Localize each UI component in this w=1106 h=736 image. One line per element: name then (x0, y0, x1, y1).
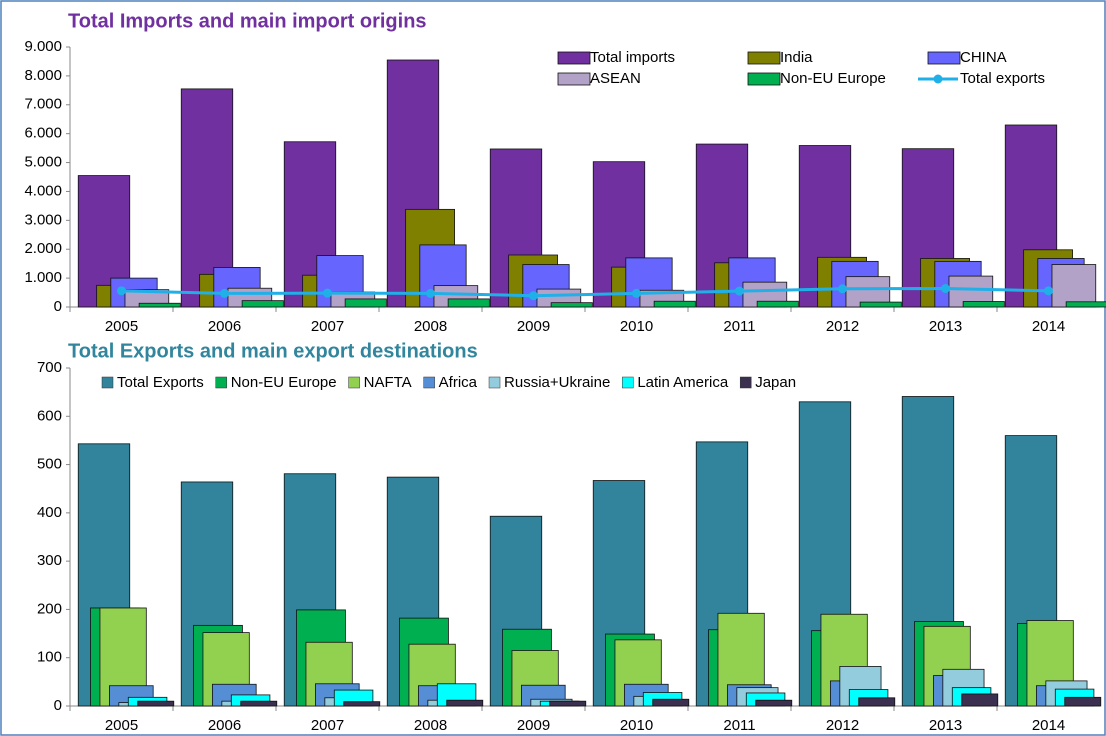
marker (220, 288, 229, 298)
x-tick-label: 2009 (517, 717, 550, 734)
x-tick-label: 2014 (1032, 318, 1065, 335)
bar (858, 697, 896, 707)
y-tick-label: 300 (37, 552, 62, 569)
chart-title: Total Exports and main export destinatio… (68, 340, 478, 362)
x-tick-label: 2010 (620, 717, 653, 734)
bar (241, 300, 284, 308)
y-tick-label: 200 (37, 600, 62, 617)
legend-swatch (739, 376, 752, 389)
x-tick-label: 2009 (517, 318, 550, 335)
bar (446, 699, 484, 707)
bar (550, 302, 593, 308)
bar (1051, 264, 1097, 308)
line (121, 287, 1049, 298)
marker (838, 284, 847, 294)
legend-label: Total imports (590, 49, 675, 66)
x-tick-label: 2005 (105, 318, 138, 335)
legend-label: Russia+Ukraine (504, 374, 610, 391)
bar (962, 301, 1005, 308)
bar (1064, 696, 1102, 707)
x-tick-label: 2007 (311, 318, 344, 335)
legend-swatch (927, 51, 961, 65)
x-tick-label: 2012 (826, 318, 859, 335)
y-tick-label: 0 (54, 298, 62, 315)
x-tick-label: 2011 (723, 717, 755, 734)
bar (138, 302, 181, 308)
legend-label: Total Exports (117, 374, 204, 391)
legend-swatch (348, 376, 360, 389)
x-tick-label: 2010 (620, 318, 653, 335)
marker (1044, 286, 1053, 296)
legend-swatch (215, 376, 227, 389)
marker (735, 286, 744, 296)
y-tick-label: 100 (37, 649, 62, 666)
y-tick-label: 0 (54, 697, 62, 714)
legend-label: Japan (755, 374, 796, 391)
bar (756, 300, 799, 308)
x-tick-label: 2006 (208, 318, 241, 335)
legend-swatch (488, 376, 501, 389)
y-tick-label: 2.000 (24, 240, 62, 257)
bar (859, 301, 902, 308)
legend-label: Latin America (637, 374, 729, 391)
marker (426, 288, 435, 298)
marker (941, 284, 950, 294)
legend-label: India (780, 49, 813, 66)
legend-swatch (101, 376, 114, 389)
y-tick-label: 500 (37, 456, 62, 473)
legend-swatch (423, 376, 435, 389)
marker (117, 286, 126, 296)
bar (755, 699, 793, 707)
bar (1065, 301, 1106, 308)
y-tick-label: 9.000 (24, 38, 62, 55)
y-tick-label: 5.000 (24, 154, 62, 171)
legend-label: ASEAN (590, 70, 641, 87)
legend-label: Non-EU Europe (780, 70, 886, 87)
legend-label: Non-EU Europe (231, 374, 337, 391)
y-tick-label: 700 (37, 359, 62, 376)
bar (137, 700, 175, 707)
y-tick-label: 400 (37, 504, 62, 521)
legend-swatch (747, 51, 781, 65)
legend-label: CHINA (960, 49, 1007, 66)
marker (323, 288, 332, 298)
legend-swatch (622, 376, 634, 389)
bar (344, 298, 387, 308)
bar (652, 698, 690, 707)
bar (447, 298, 490, 308)
bar (549, 700, 587, 707)
legend-label: NAFTA (364, 374, 412, 391)
legend-swatch (747, 72, 781, 86)
x-tick-label: 2005 (105, 717, 138, 734)
x-tick-label: 2011 (723, 318, 755, 335)
marker (632, 288, 641, 298)
x-tick-label: 2007 (311, 717, 344, 734)
bar (961, 693, 999, 707)
x-tick-label: 2013 (929, 318, 962, 335)
y-tick-label: 8.000 (24, 67, 62, 84)
y-tick-label: 4.000 (24, 182, 62, 199)
y-tick-label: 1.000 (24, 269, 62, 286)
x-tick-label: 2014 (1032, 717, 1065, 734)
x-tick-label: 2012 (826, 717, 859, 734)
chart-title: Total Imports and main import origins (68, 10, 427, 32)
bar (343, 701, 381, 707)
x-tick-label: 2008 (414, 318, 447, 335)
legend-swatch (557, 51, 591, 65)
x-tick-label: 2013 (929, 717, 962, 734)
bar (240, 700, 278, 707)
marker (529, 291, 538, 301)
x-tick-label: 2008 (414, 717, 447, 734)
x-tick-label: 2006 (208, 717, 241, 734)
y-tick-label: 7.000 (24, 96, 62, 113)
legend-swatch (933, 74, 943, 84)
bar (653, 300, 696, 308)
legend-label: Total exports (960, 70, 1045, 87)
legend-swatch (557, 72, 591, 86)
legend-label: Africa (439, 374, 478, 391)
y-tick-label: 6.000 (24, 125, 62, 142)
y-tick-label: 600 (37, 407, 62, 424)
y-tick-label: 3.000 (24, 211, 62, 228)
